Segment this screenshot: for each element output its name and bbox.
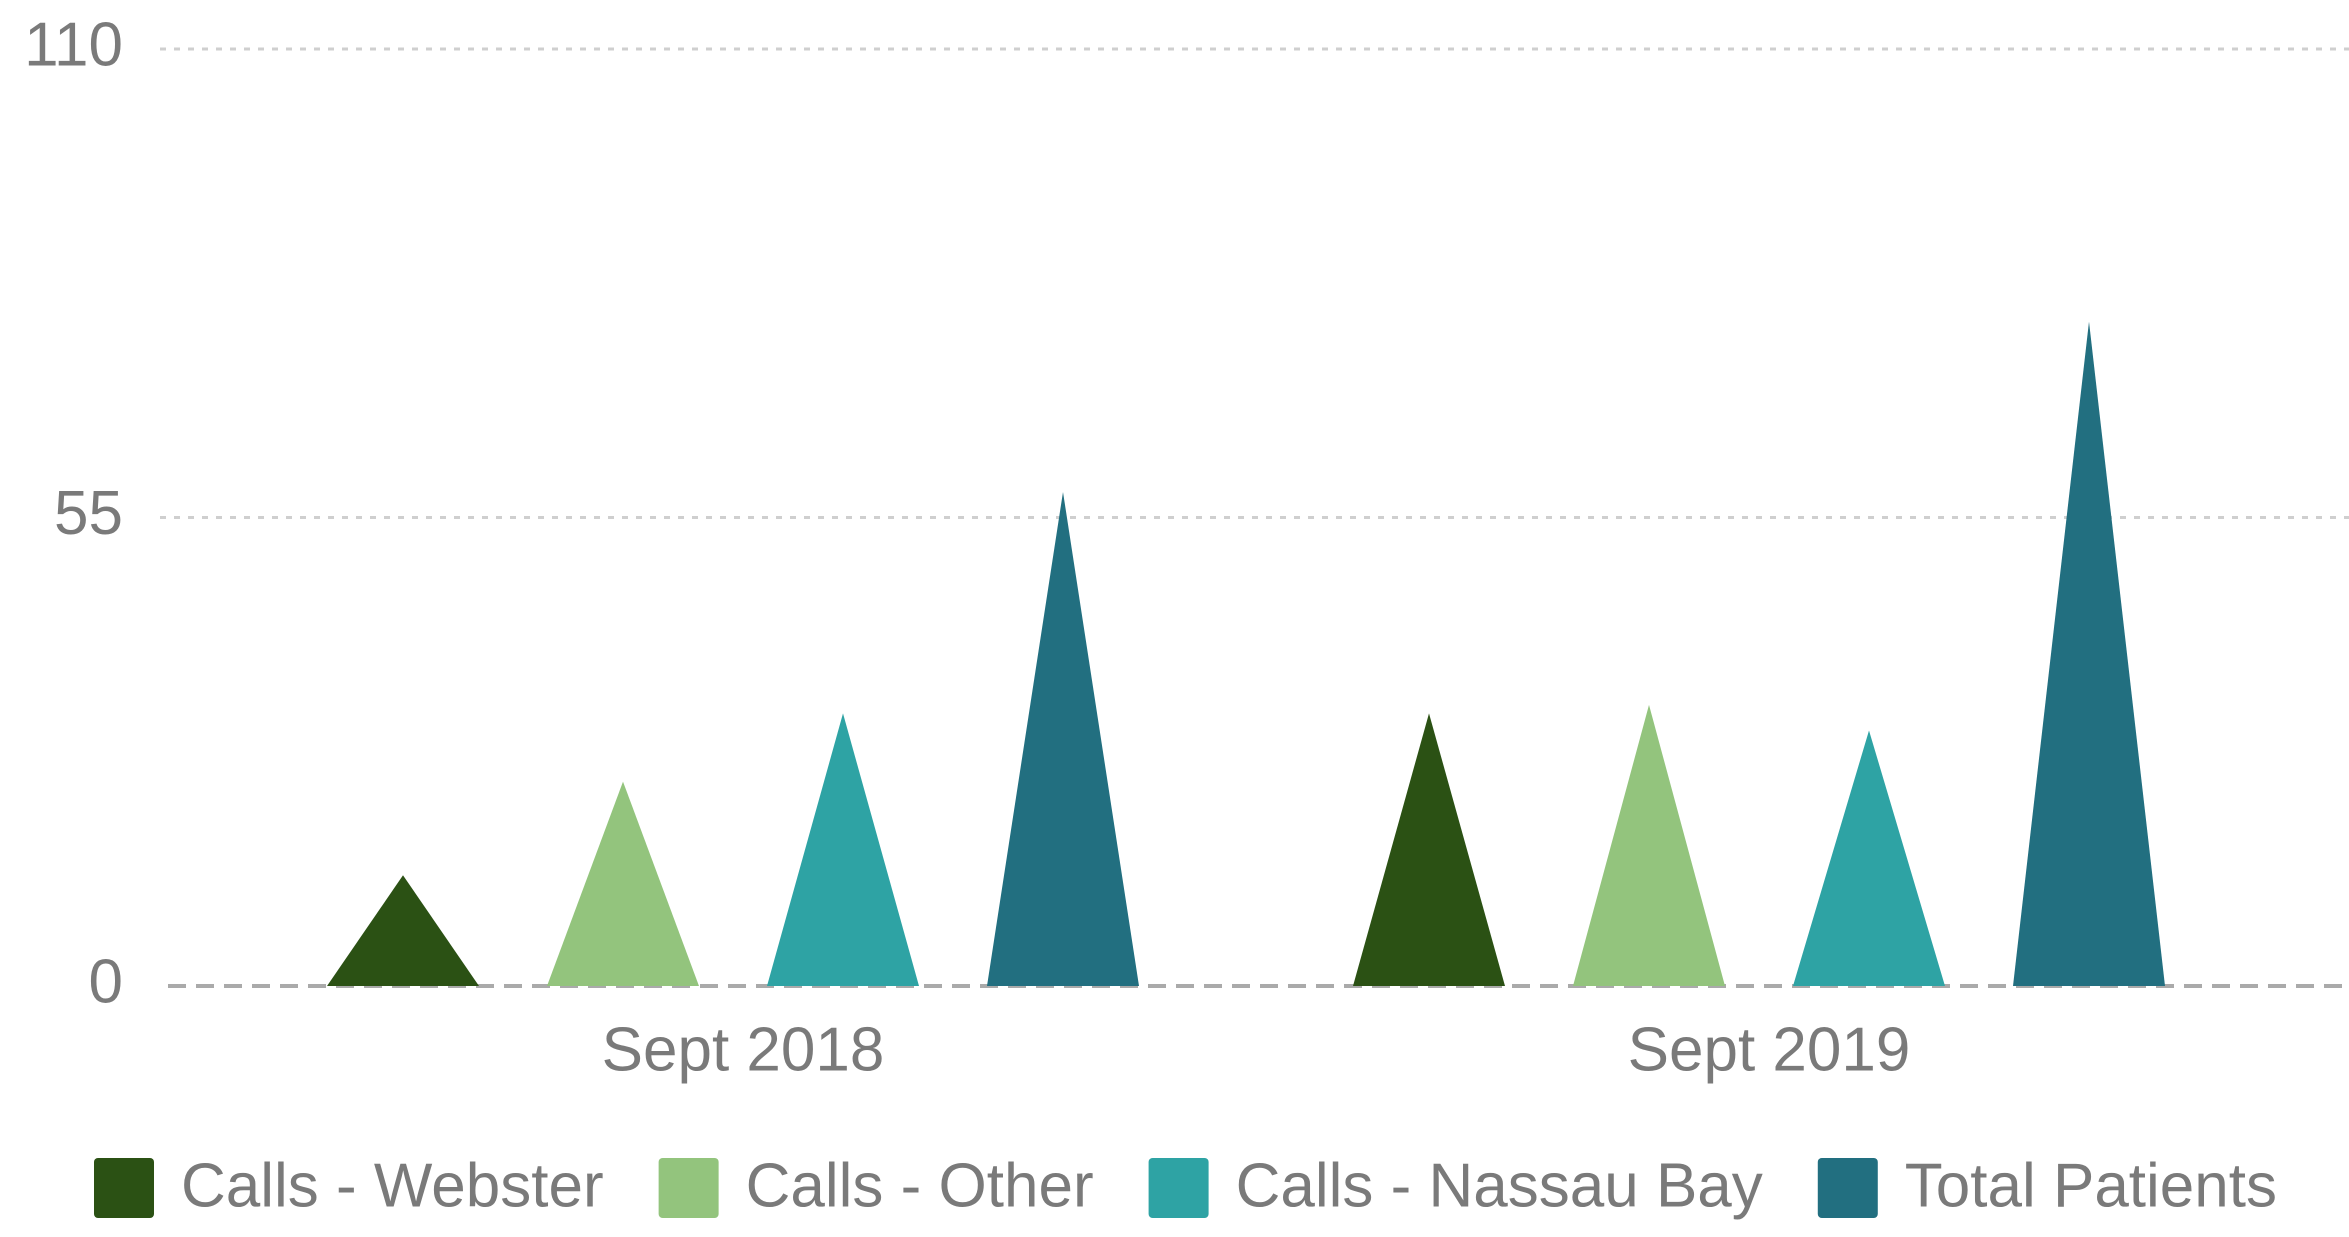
legend-swatch (1817, 1158, 1878, 1218)
bar (1793, 730, 1945, 986)
legend-swatch (1148, 1158, 1209, 1218)
x-tick-label: Sept 2019 (1628, 1015, 1911, 1084)
legend-label: Calls - Webster (181, 1151, 604, 1220)
y-tick-label: 110 (24, 10, 123, 79)
bar (327, 875, 479, 986)
legend-label: Calls - Nassau Bay (1236, 1151, 1763, 1220)
y-tick-label: 55 (54, 479, 123, 548)
bar (767, 713, 919, 986)
bar (2013, 321, 2165, 987)
bar (987, 491, 1139, 986)
bar (547, 781, 699, 986)
y-tick-label: 0 (89, 947, 123, 1016)
bar (1573, 704, 1725, 986)
x-tick-label: Sept 2018 (602, 1015, 885, 1084)
legend-label: Total Patients (1905, 1151, 2277, 1220)
legend-swatch (658, 1158, 719, 1218)
legend-swatch (94, 1158, 154, 1218)
bar (1353, 713, 1505, 986)
legend-label: Calls - Other (746, 1151, 1094, 1220)
